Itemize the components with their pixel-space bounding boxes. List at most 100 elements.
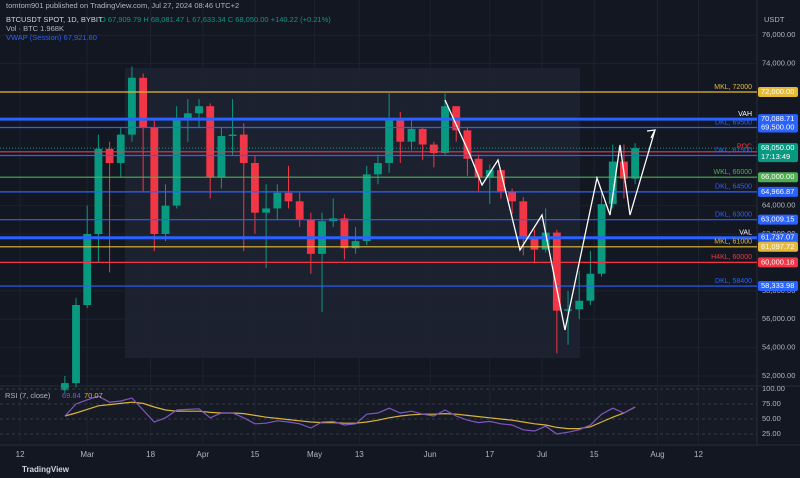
rsi-pane [0,388,757,441]
candle-body [139,77,148,128]
price-box-label: 60,000.18 [761,257,794,266]
candle-body [128,77,136,135]
price-box-label: 66,000.00 [761,172,794,181]
rsi-title: RSI (7, close) [5,391,51,400]
symbol: BTCUSDT SPOT, 1D, BYBIT [6,15,103,24]
level-name: WKL, 66000 [713,169,752,176]
candle-body [575,300,584,310]
rsi-tick-label: 75.00 [762,399,781,408]
candle-body [206,106,215,178]
levels: MKL, 72000 72,000.00 VAH 70,088.71 DKL, 6950… [0,84,798,292]
candle-body [72,304,80,384]
x-tick-label: May [307,450,322,459]
x-tick-label: Aug [650,450,664,459]
candle-body [474,158,483,178]
level-name: MKL, 61000 [714,239,752,246]
price-box [758,281,798,292]
price-box [758,232,798,243]
candle-body [429,144,438,154]
candle-body [340,218,349,249]
candle-body [407,128,416,142]
candle-body [362,174,371,242]
rsi-line [64,395,636,435]
x-tick-label: Jun [424,450,437,459]
candle-body [239,134,248,163]
candle-body [273,192,282,209]
projection-arrowhead [646,129,657,139]
ohlc: O 67,909.79 H 68,081.47 L 67,633.34 C 68… [100,15,331,24]
candle-body [83,233,92,305]
price-box-label: 64,966.87 [761,187,794,196]
x-tick-label: 15 [250,450,259,459]
candle-body [497,170,505,192]
candle-body [251,162,259,213]
y-tick-label: 52,000.00 [762,371,795,380]
price-box [758,122,798,133]
last-price-label: 68,050.00 [761,143,794,152]
rsi-tick-label: 25.00 [762,429,781,438]
price-box-label: 61,737.07 [761,233,794,242]
price-box-label: 58,333.98 [761,281,794,290]
price-box [758,241,798,252]
candle-body [463,130,472,159]
candle-body [508,191,517,202]
x-tick-label: Mar [80,450,94,459]
level-name: DKL, 58400 [715,278,752,285]
price-box-label: 63,009.15 [761,215,794,224]
candle-body [351,241,360,249]
candle-body [608,161,617,205]
candle-body [262,208,271,213]
candle-body [183,113,192,121]
candle-body [195,106,203,114]
candle-body [295,201,304,220]
x-tick-label: 18 [146,450,155,459]
candle-body [217,136,226,178]
candle-body [586,273,595,301]
x-tick-label: 13 [355,450,364,459]
candle-body [228,134,237,137]
level-name: DKL, 63000 [715,212,752,219]
price-box-label: 69,500.00 [761,122,794,131]
countdown: 17:13:49 [761,152,790,161]
candle-body [396,118,405,142]
rsi-value: 69.84 [62,391,81,400]
y-tick-label: 64,000.00 [762,201,795,210]
rsi-tick-label: 100.00 [762,384,785,393]
footer-brand: TradingView [22,465,70,474]
candle-body [631,148,640,179]
currency: USDT [764,15,785,24]
price-box [758,172,798,183]
price-box-label: 72,000.00 [761,87,794,96]
price-box-label: 70,088.71 [761,114,794,123]
last-price-box [758,143,798,163]
candle-body [374,162,382,175]
level-name: DKL, 64500 [715,184,752,191]
level-name: VAL [739,230,752,237]
price-box [758,114,798,125]
level-name: VAH [738,111,752,118]
price-box [758,186,798,197]
candle-body [60,383,69,391]
y-tick-label: 54,000.00 [762,343,795,352]
rsi-signal-line [64,401,636,430]
y-tick-label: 76,000.00 [762,30,795,39]
x-tick-label: Jul [537,450,547,459]
level-name: DKL, 69500 [715,119,752,126]
rsi-signal-value: 70.07 [84,391,103,400]
candle-body [441,106,449,154]
plot: 52,000.0054,000.0056,000.0058,000.0062,0… [0,0,798,459]
candle-body [541,232,550,250]
profile-region [125,68,580,358]
publisher: tomtom901 published on TradingView.com, … [6,1,239,10]
level-name: POC [737,144,752,151]
price-box-label: 61,097.72 [761,242,794,251]
candle-body [385,118,394,163]
x-tick-label: 15 [590,450,599,459]
candle-body [150,127,159,234]
price-box [758,214,798,225]
y-tick-label: 56,000.00 [762,314,795,323]
level-name: H4KL, 60000 [711,254,752,261]
rsi-tick-label: 50.00 [762,414,781,423]
level-name: DKL, 67500 [715,147,752,154]
